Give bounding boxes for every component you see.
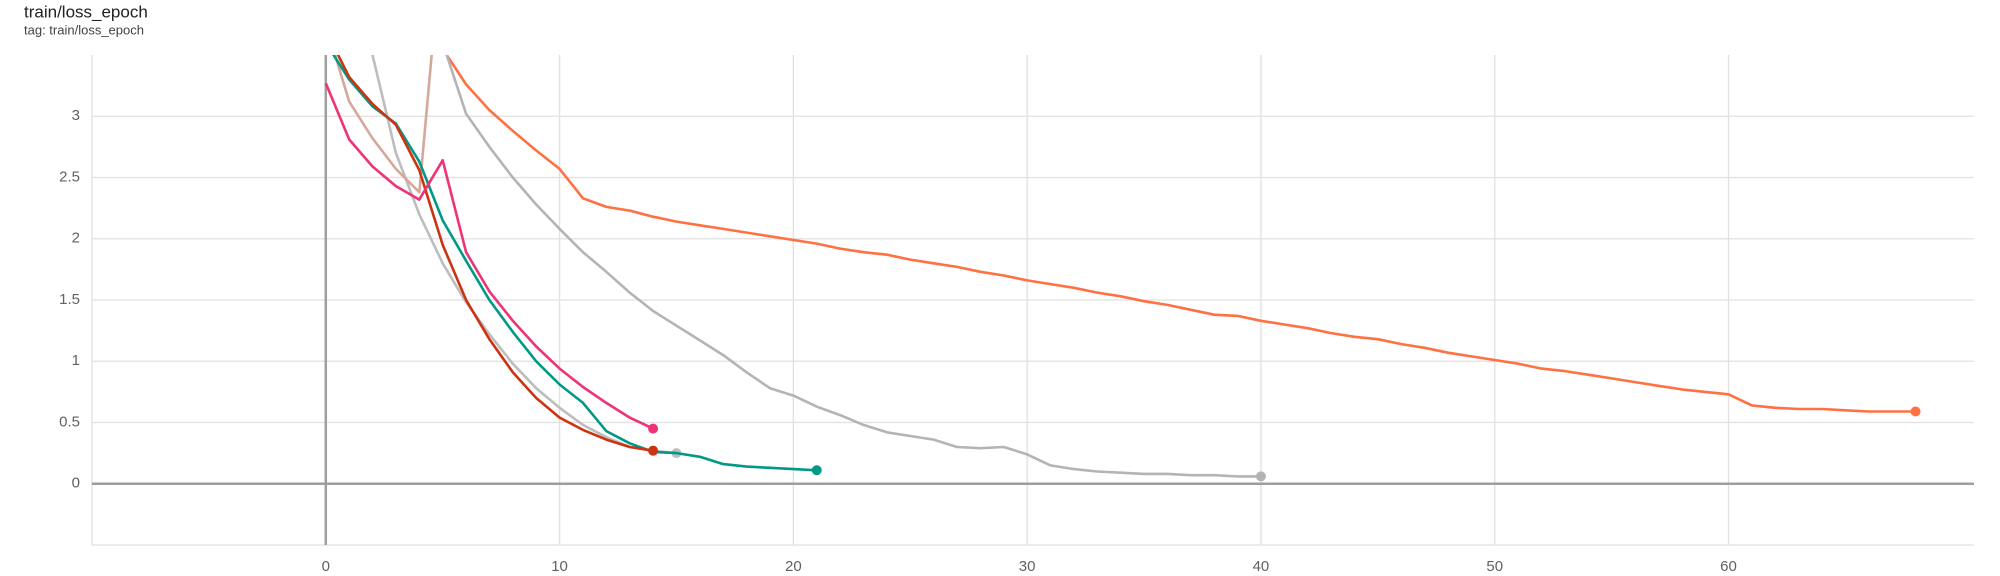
- chart-title: train/loss_epoch: [24, 2, 148, 21]
- series-line: [333, 55, 433, 194]
- y-tick-label: 3: [72, 107, 80, 124]
- x-tick-label: 50: [1486, 558, 1503, 575]
- x-tick-label: 30: [1019, 558, 1036, 575]
- y-tick-label: 0.5: [59, 413, 80, 430]
- y-tick-label: 1.5: [59, 291, 80, 308]
- series-end-point: [648, 423, 659, 434]
- x-tick-label: 20: [785, 558, 802, 575]
- y-tick-label: 2: [72, 230, 80, 247]
- x-tick-label: 60: [1720, 558, 1737, 575]
- series-end-point: [648, 445, 659, 456]
- x-tick-label: 40: [1253, 558, 1270, 575]
- series-line: [445, 55, 1261, 478]
- series-end-point: [1255, 471, 1266, 482]
- grid: 00.511.522.530 10 20 30 40 50 60: [59, 55, 1974, 575]
- series-end-point: [1910, 406, 1921, 417]
- y-tick-label: 2.5: [59, 168, 80, 185]
- plot-area: [324, 55, 1921, 482]
- series-line: [324, 82, 654, 430]
- series-line: [336, 55, 654, 452]
- y-tick-label: 1: [72, 352, 80, 369]
- x-tick-label: 0: [322, 558, 330, 575]
- series-line: [445, 55, 1916, 413]
- chart-subtitle: tag: train/loss_epoch: [24, 22, 144, 37]
- y-tick-label: 0: [72, 475, 80, 492]
- series-line: [371, 55, 677, 455]
- series-line: [332, 55, 817, 472]
- series-end-point: [811, 465, 822, 476]
- x-tick-label: 10: [551, 558, 568, 575]
